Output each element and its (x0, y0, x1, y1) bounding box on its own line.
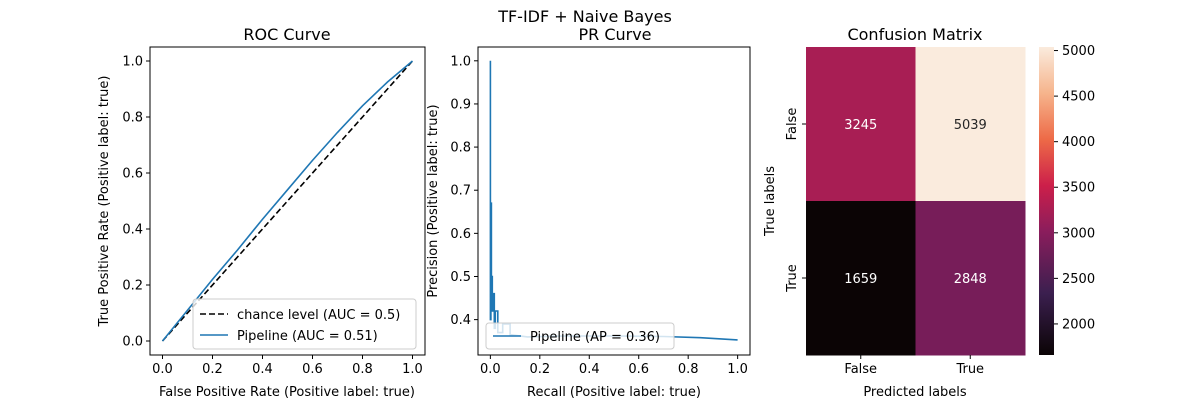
pr-legend-label-pipeline: Pipeline (AP = 0.36) (530, 330, 660, 345)
roc-y-tick-label: 0.4 (122, 223, 143, 238)
cm-cells-group: 3245 5039 1659 2848 (806, 47, 1026, 356)
roc-y-label: True Positive Rate (Positive label: true… (97, 76, 112, 328)
roc-legend: chance level (AUC = 0.5) Pipeline (AUC =… (192, 298, 417, 350)
roc-panel: ROC Curve 0.0 0.2 0.4 0.6 0.8 1.0 0.00.20.40.… (97, 25, 426, 400)
pr-y-tick-label: 0.4 (450, 313, 471, 328)
pr-y-tick-label: 0.8 (450, 141, 471, 156)
cm-colorbar-tick-label: 2500 (1062, 272, 1095, 287)
roc-y-tick-label: 0.2 (122, 279, 143, 294)
cm-colorbar (1039, 47, 1054, 355)
cm-y-label: True labels (763, 166, 778, 237)
cm-colorbar-tick-label: 3000 (1062, 226, 1095, 241)
roc-x-axis: 0.0 0.2 0.4 0.6 0.8 1.0 (152, 355, 423, 377)
cm-x-label: Predicted labels (863, 385, 967, 400)
cm-cell (806, 47, 916, 202)
pr-legend: Pipeline (AP = 0.36) (485, 322, 675, 350)
pr-title: PR Curve (578, 25, 651, 44)
cm-colorbar-tick-label: 5000 (1062, 44, 1095, 59)
roc-x-tick-label: 1.0 (402, 362, 423, 377)
cm-x-tick-label: True (955, 362, 984, 377)
roc-legend-label-chance: chance level (AUC = 0.5) (237, 308, 400, 323)
cm-colorbar-tick-label: 3500 (1062, 181, 1095, 196)
cm-cell-value: 2848 (954, 272, 987, 287)
pr-plot-area (477, 46, 751, 356)
pr-y-tick-label: 0.9 (450, 97, 471, 112)
roc-x-label: False Positive Rate (Positive label: tru… (159, 385, 415, 400)
cm-axes-group: False True False True (785, 108, 984, 377)
roc-x-tick-label: 0.0 (152, 362, 173, 377)
pr-y-tick-label: 1.0 (450, 54, 471, 69)
pr-y-label: Precision (Positive label: true) (426, 104, 441, 297)
roc-legend-label-pipeline: Pipeline (AUC = 0.51) (237, 329, 378, 344)
roc-y-tick-label: 0.0 (122, 335, 143, 350)
cm-colorbar-tick-label: 4500 (1062, 90, 1095, 105)
roc-series-line-2 (161, 60, 414, 342)
cm-colorbar-tick-label: 2000 (1062, 317, 1095, 332)
roc-y-tick-label: 1.0 (122, 55, 143, 70)
cm-title: Confusion Matrix (847, 25, 982, 44)
cm-cell (915, 47, 1026, 202)
pr-y-tick-label: 0.7 (450, 184, 471, 199)
figure-suptitle: TF-IDF + Naive Bayes (497, 7, 672, 26)
pr-legend-box (485, 322, 675, 350)
roc-x-tick-label: 0.6 (302, 362, 323, 377)
pr-x-tick-label: 0.0 (480, 362, 501, 377)
roc-y-tick-label: 0.6 (122, 167, 143, 182)
cm-x-tick-label: False (844, 362, 877, 377)
roc-series-group (161, 60, 414, 342)
cm-colorbar-tick-label: 4000 (1062, 135, 1095, 150)
roc-x-tick-label: 0.2 (202, 362, 223, 377)
roc-x-tick-label: 0.4 (252, 362, 273, 377)
roc-title: ROC Curve (243, 25, 330, 44)
cm-cell (806, 201, 916, 356)
pr-x-label: Recall (Positive label: true) (527, 385, 701, 400)
confusion-matrix-panel: Confusion Matrix 3245 5039 1659 2848 False T… (763, 25, 1095, 400)
pr-y-axis: 0.4 0.5 0.6 0.7 0.8 0.9 1.0 (450, 54, 478, 328)
cm-cell (915, 201, 1026, 356)
cm-cell-value: 5039 (954, 118, 987, 133)
cm-cell-value: 3245 (844, 118, 877, 133)
roc-y-axis: 0.0 0.2 0.4 0.6 0.8 1.0 (122, 55, 150, 350)
cm-colorbar-axis: 2000 2500 3000 3500 4000 4500 5000 (1054, 44, 1095, 332)
roc-legend-box (192, 298, 417, 350)
roc-y-tick-label: 0.8 (122, 111, 143, 126)
cm-y-tick-label: True (785, 264, 800, 293)
pr-panel: PR Curve 0.0 0.2 0.4 0.6 0.8 1.0 0.4 0.5 0.6 0.7… (426, 25, 751, 400)
cm-y-tick-label: False (785, 108, 800, 141)
pr-y-tick-label: 0.6 (450, 227, 471, 242)
pr-x-tick-label: 0.8 (678, 362, 699, 377)
pr-x-tick-label: 0.4 (579, 362, 600, 377)
pr-x-axis: 0.0 0.2 0.4 0.6 0.8 1.0 (480, 355, 748, 377)
cm-cell-value: 1659 (844, 272, 877, 287)
pr-y-tick-label: 0.5 (450, 270, 471, 285)
roc-x-tick-label: 0.8 (352, 362, 373, 377)
pr-x-tick-label: 1.0 (727, 362, 748, 377)
pr-x-tick-label: 0.2 (529, 362, 550, 377)
pr-x-tick-label: 0.6 (628, 362, 649, 377)
